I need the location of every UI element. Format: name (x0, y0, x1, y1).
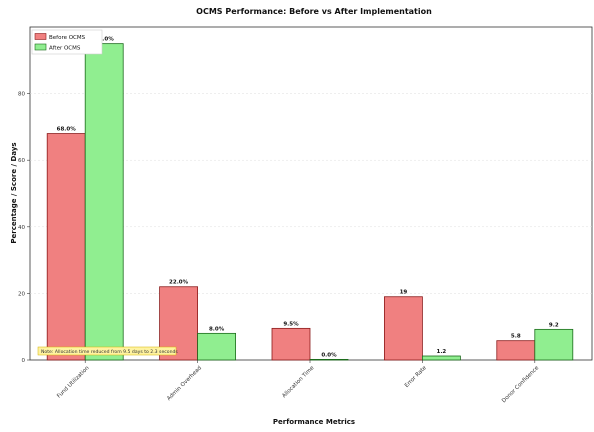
y-tick-label-1: 20 (18, 291, 25, 297)
data-label-after-3: 1.2 (437, 349, 447, 355)
data-label-after-4: 9.2 (549, 322, 559, 328)
bar-before-2 (271, 327, 311, 361)
y-axis-ticks: 0 20 40 60 80 (18, 92, 30, 364)
bars (46, 43, 574, 361)
x-tick-label-2: Allocation Time (281, 365, 316, 400)
bar-after-0 (84, 43, 124, 361)
data-label-before-3: 19 (400, 290, 408, 296)
x-axis-label: Performance Metrics (273, 418, 355, 426)
y-tick-label-2: 40 (18, 225, 25, 231)
bar-after-1 (197, 332, 237, 361)
note-annotation: Note: Allocation time reduced from 9.5 d… (37, 346, 178, 356)
x-tick-label-3: Error Rate (404, 365, 428, 389)
bar-before-3 (383, 296, 423, 361)
x-tick-label-0: Fund Utilization (56, 365, 91, 400)
bar-after-3 (421, 355, 461, 361)
x-tick-label-1: Admin Overhead (166, 365, 203, 402)
y-axis-label: Percentage / Score / Days (10, 142, 18, 243)
legend-swatch-before (34, 33, 47, 40)
x-tick-label-4: Donor Confidence (501, 365, 541, 405)
bar-after-4 (534, 328, 574, 361)
legend-swatch-after (34, 43, 47, 51)
data-label-after-2: 0.0% (321, 352, 337, 358)
legend-label-after: After OCMS (49, 46, 81, 52)
y-tick-label-4: 80 (18, 92, 25, 98)
grid-lines (30, 93, 592, 294)
chart-title: OCMS Performance: Before vs After Implem… (196, 7, 432, 16)
y-tick-label-3: 60 (18, 158, 25, 164)
legend: Before OCMS After OCMS (31, 29, 103, 55)
data-label-before-0: 68.0% (57, 127, 77, 133)
data-label-after-0: 95.0% (95, 37, 115, 43)
data-label-before-2: 9.5% (283, 321, 299, 327)
bar-after-2 (309, 358, 349, 361)
bar-before-4 (496, 340, 536, 361)
note-box (37, 346, 177, 356)
data-label-before-1: 22.0% (169, 280, 189, 286)
data-label-after-1: 8.0% (209, 326, 225, 332)
x-axis-categories: Fund Utilization Admin Overhead Allocation… (56, 360, 541, 405)
note-text: Note: Allocation time reduced from 9.5 d… (41, 349, 178, 355)
legend-label-before: Before OCMS (49, 35, 86, 41)
bar-before-0 (46, 133, 86, 361)
y-tick-label-0: 0 (22, 358, 26, 364)
data-label-before-4: 5.8 (511, 334, 521, 340)
data-labels: 68.0% 95.0% 22.0% 8.0% 9.5% 0.0% 19 1.2 5.8 9.2 (57, 37, 559, 359)
